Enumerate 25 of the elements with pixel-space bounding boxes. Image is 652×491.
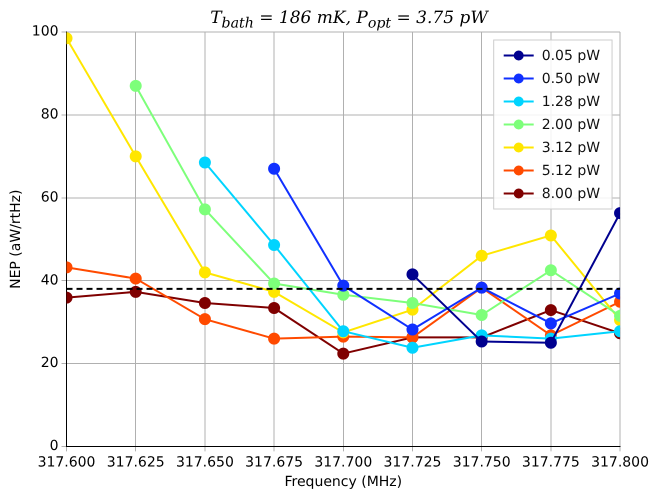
chart-title: T$_{bath}$ = 186 mK, P$_{opt}$ = 3.75 pW [209, 8, 490, 32]
x-tick-label: 317.675 [245, 454, 304, 470]
legend-label: 0.05 pW [542, 48, 600, 64]
legend-label: 8.00 pW [542, 186, 600, 202]
x-tick-label: 317.725 [384, 454, 442, 470]
x-tick-label: 317.600 [38, 454, 96, 470]
x-tick-label: 317.775 [522, 454, 580, 470]
legend-label: 5.12 pW [542, 163, 600, 180]
legend-label: 1.28 pW [542, 94, 600, 110]
y-axis-title: NEP (aW/rtHz) [8, 189, 24, 289]
x-tick-label: 317.650 [176, 454, 234, 470]
x-tick-label: 317.625 [106, 454, 165, 470]
legend-label: 3.12 pW [542, 140, 600, 156]
y-tick-label: 60 [40, 189, 59, 206]
y-tick-label: 40 [40, 272, 59, 288]
y-tick-label: 20 [40, 355, 59, 372]
y-tick-label: 0 [50, 438, 59, 454]
x-axis-title: Frequency (MHz) [284, 474, 402, 490]
x-tick-label: 317.700 [314, 454, 372, 470]
x-tick-label: 317.750 [452, 454, 511, 470]
legend-label: 2.00 pW [542, 117, 600, 134]
y-tick-label: 100 [32, 24, 59, 40]
x-tick-label: 317.800 [591, 454, 650, 470]
legend-label: 0.50 pW [542, 71, 600, 88]
y-tick-label: 80 [40, 106, 59, 123]
